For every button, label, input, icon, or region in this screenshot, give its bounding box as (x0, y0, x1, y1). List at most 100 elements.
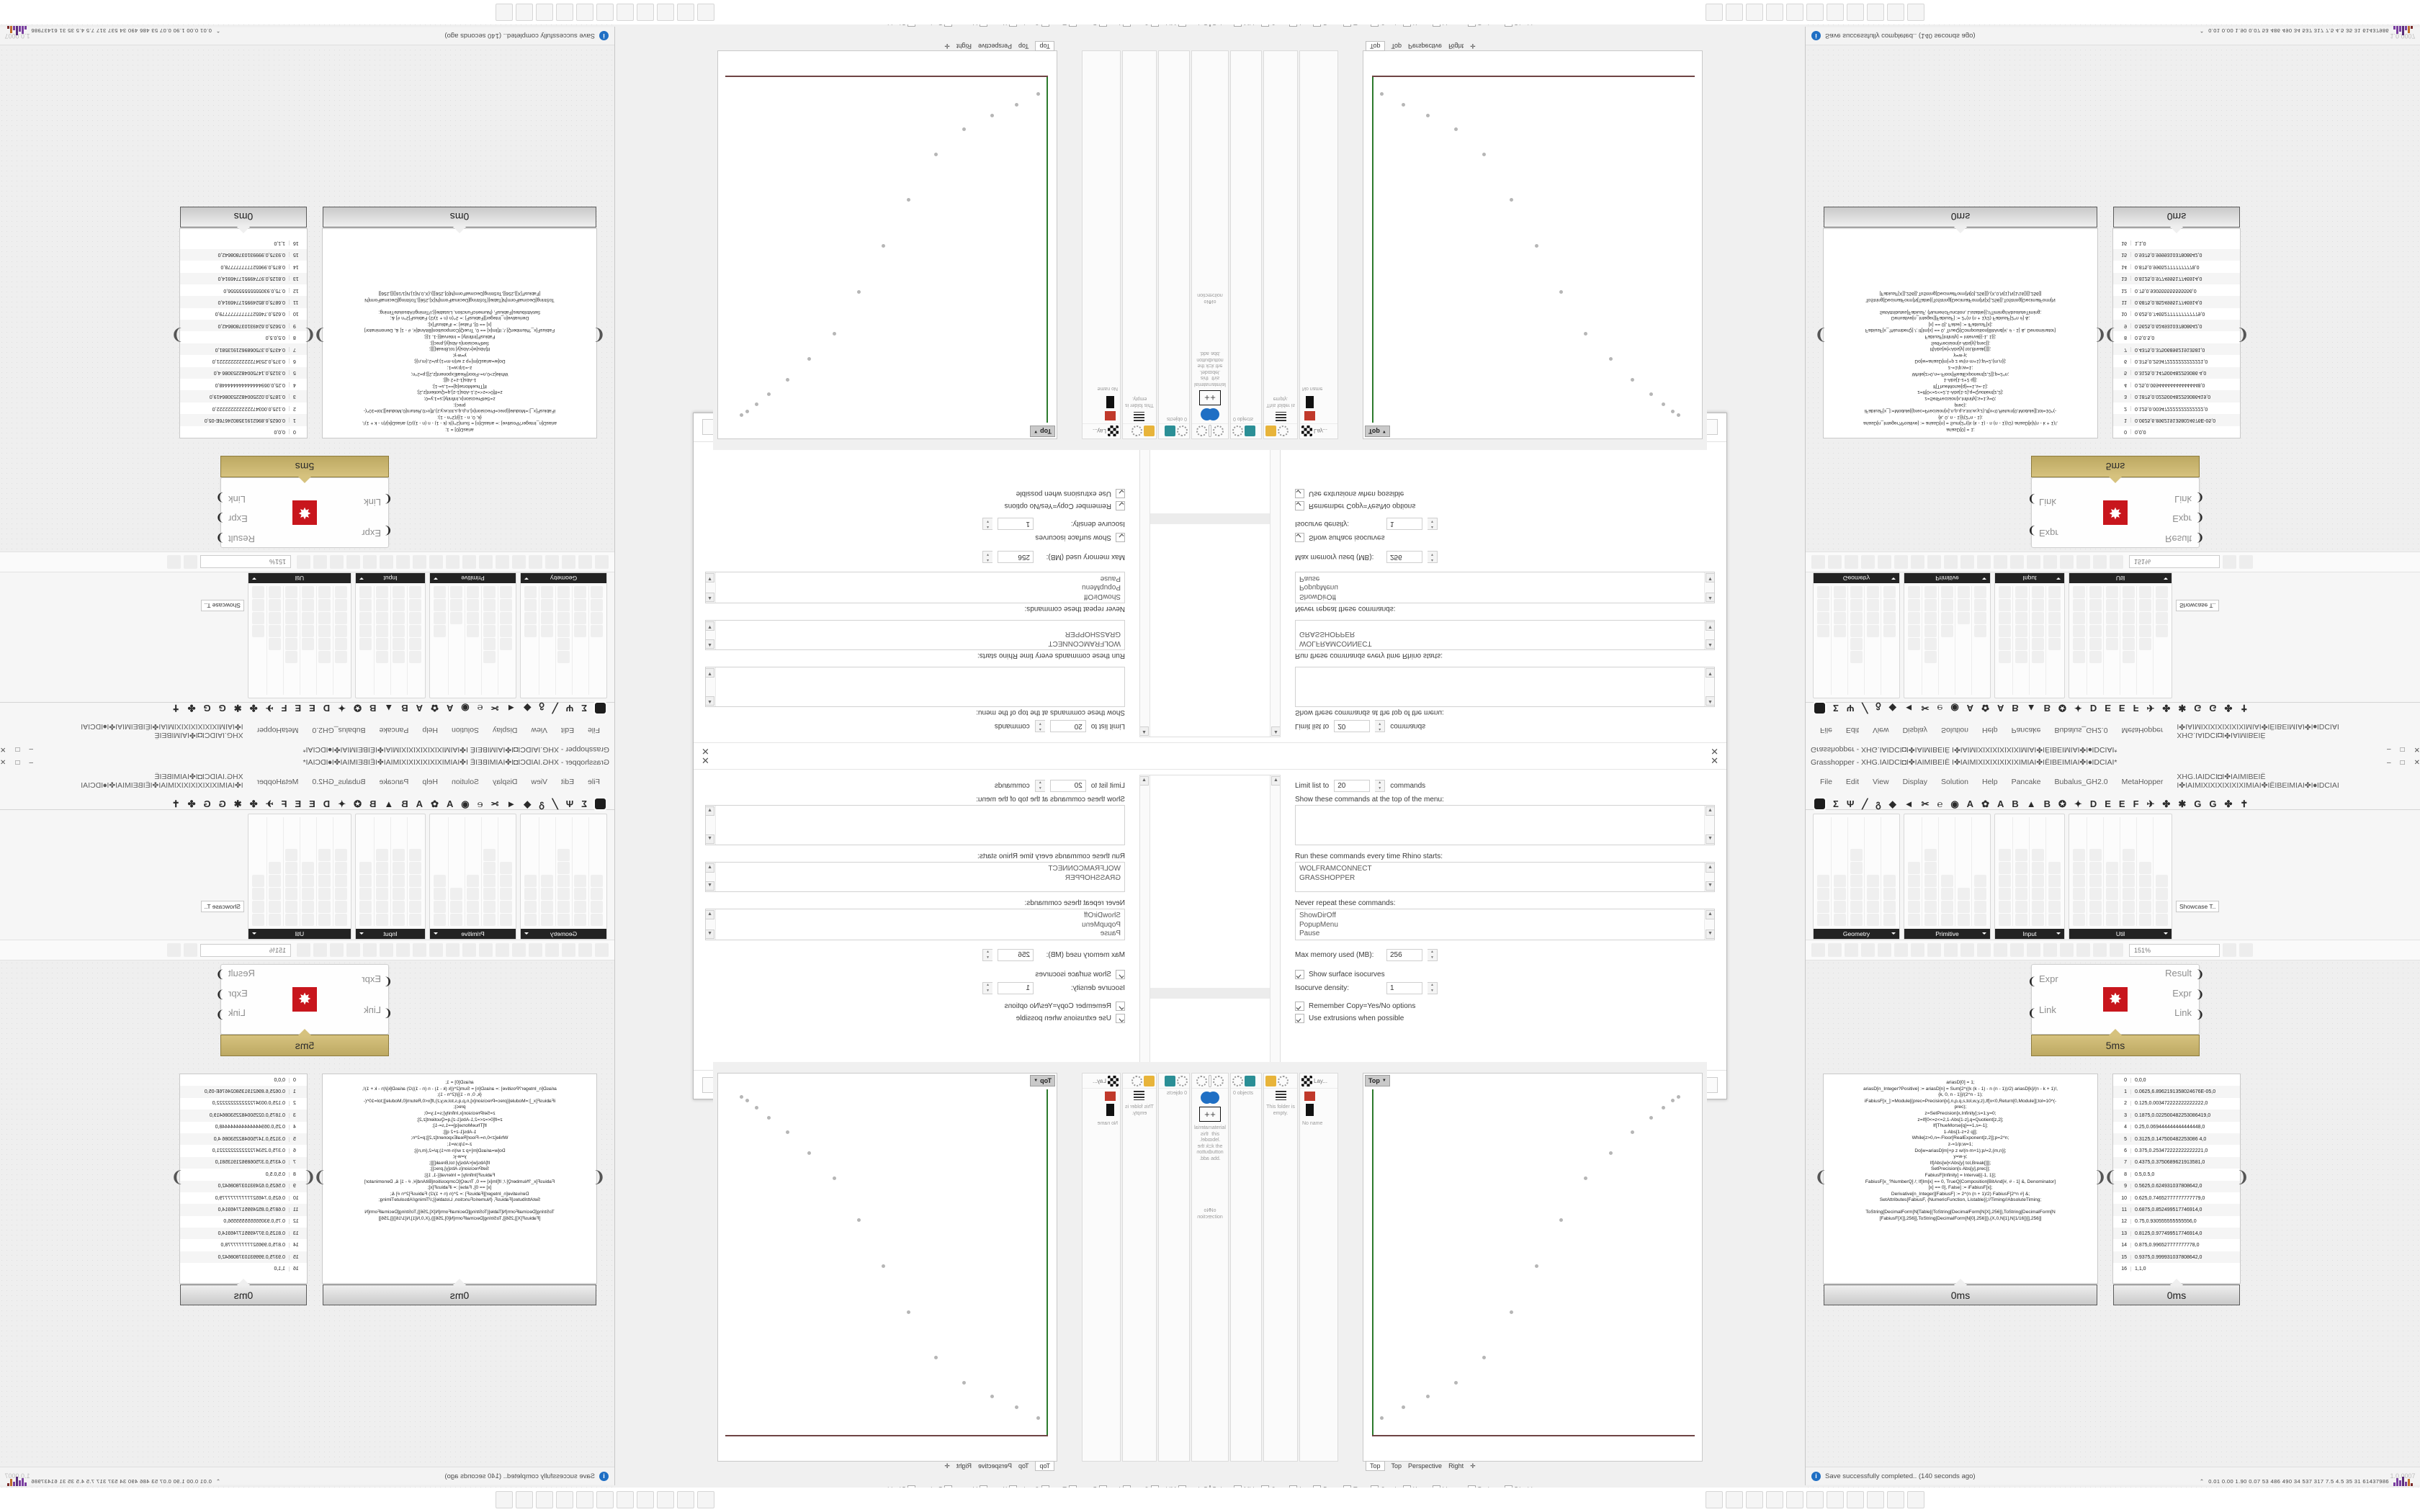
panel-layers-list[interactable]: Lay... No name (1299, 1073, 1338, 1462)
component-icon[interactable] (450, 888, 462, 900)
windows-taskbar[interactable] (0, 0, 1210, 24)
ribbon-group-name[interactable]: Util (2069, 573, 2172, 583)
gh-tab[interactable]: ◉ (461, 798, 470, 809)
options-tree-node[interactable]: Web Browser (1142, 899, 1210, 910)
gh-tab[interactable]: E (309, 798, 315, 809)
component-icon[interactable] (1883, 599, 1896, 611)
options-tree-node[interactable]: Aliases (1210, 943, 1278, 954)
component-icon[interactable] (318, 875, 331, 887)
scroll-down-icon[interactable]: ▼ (705, 621, 714, 631)
gh-tab[interactable]: ✪ (354, 703, 362, 714)
gh-tab[interactable]: ℮ (477, 798, 483, 809)
gh-tab[interactable]: ✂ (1921, 798, 1930, 809)
component-icon[interactable] (1883, 914, 1896, 926)
toolbar-icon[interactable] (1828, 555, 1842, 569)
rhino-icon[interactable] (657, 1491, 674, 1508)
use-extrusions-checkbox[interactable]: Use extrusions when possible (705, 489, 1125, 498)
component-icon[interactable] (500, 875, 512, 887)
component-icon[interactable] (1999, 862, 2011, 874)
component-icon[interactable] (1999, 651, 2011, 663)
options-tree-node[interactable]: Licenses (1142, 469, 1210, 480)
terminal-icon[interactable] (1887, 1491, 1904, 1508)
gh-tab[interactable]: B (2043, 703, 2051, 714)
limit-list-input[interactable]: 20 (1049, 780, 1086, 792)
component-icon[interactable] (1999, 612, 2011, 624)
options-tree-node[interactable]: Cycles (1142, 966, 1210, 976)
gh-tab[interactable]: Ψ (565, 798, 574, 809)
gh-menu-help[interactable]: Help (422, 726, 439, 735)
never-repeat-list[interactable]: ShowDirOff PopupMenu Pause ▲ ▼ (705, 572, 1125, 603)
max-memory-input[interactable]: 256 (1386, 551, 1422, 563)
window-buttons[interactable]: – □ ✕ (2387, 745, 2420, 753)
toolbar-icon[interactable] (1845, 555, 1858, 569)
component-icon[interactable] (1867, 901, 1879, 913)
viewport-tab-top-active[interactable]: Top (1366, 41, 1385, 51)
windows-taskbar[interactable] (1210, 0, 2420, 24)
gh-tab[interactable]: E (309, 703, 315, 714)
component-icon[interactable] (1924, 625, 1937, 637)
options-tree-node[interactable]: Render (1142, 624, 1210, 634)
gh-tab[interactable]: ╱ (552, 703, 558, 714)
component-icon[interactable] (591, 612, 603, 624)
component-icon[interactable] (409, 612, 421, 624)
scroll-up-icon[interactable]: ▲ (1271, 776, 1280, 786)
list-icon[interactable] (1134, 1091, 1145, 1100)
component-icon[interactable] (1958, 888, 1970, 900)
gh-menu-solution[interactable]: Solution (452, 726, 479, 735)
output-grip-link[interactable]: ❩ (2195, 491, 2205, 503)
ribbon-group-name[interactable]: Primitive (1904, 573, 1990, 583)
gh-tab[interactable]: F (281, 703, 287, 714)
component-icon[interactable] (591, 599, 603, 611)
show-top-scrollbar[interactable]: ▲ ▼ (1704, 806, 1715, 845)
output-grip-link[interactable]: ❩ (215, 1009, 225, 1021)
paint-icon[interactable] (1105, 1092, 1116, 1101)
component-icon[interactable] (1999, 599, 2011, 611)
floppy-icon[interactable] (1847, 4, 1864, 21)
component-icon[interactable] (359, 599, 372, 611)
gh-tab[interactable]: ✈ (2146, 703, 2155, 714)
gh-menu-solution[interactable]: Solution (1941, 777, 1968, 786)
zoom-level-input[interactable]: 151% (2129, 555, 2220, 569)
component-icon[interactable] (1850, 651, 1863, 663)
component-icon[interactable] (1850, 914, 1863, 926)
gh-tab[interactable]: E (2118, 798, 2125, 809)
toolbar-icon[interactable] (167, 943, 181, 957)
show-isocurves-checkbox[interactable]: Show surface isocurves (1295, 970, 1715, 979)
max-memory-input[interactable]: 256 (1386, 949, 1422, 961)
input-grip-link[interactable]: ❨ (383, 492, 393, 505)
component-icon[interactable] (1850, 875, 1863, 887)
grasshopper-menubar[interactable]: File Edit View Display Solution Help Pan… (1806, 771, 2420, 793)
ribbon-group-name[interactable]: Geometry (521, 573, 606, 583)
gh-tab[interactable]: Σ (581, 798, 587, 809)
options-tree-node[interactable]: Files (1142, 524, 1210, 535)
limit-list-stepper[interactable]: ▲ ▼ (1034, 720, 1045, 732)
gear-icon[interactable] (1196, 1075, 1207, 1086)
tree-scrollbar[interactable]: ▲ ▼ (1270, 775, 1280, 1072)
component-icon[interactable] (376, 888, 388, 900)
gh-menu-display[interactable]: Display (492, 777, 518, 786)
component-icon[interactable] (1974, 875, 1986, 887)
component-icon[interactable] (2123, 888, 2135, 900)
gh-tab[interactable]: D (323, 798, 331, 809)
gh-tab[interactable]: B (2043, 798, 2051, 809)
viewport-title-tab[interactable]: Top ▼ (1030, 1075, 1055, 1086)
options-tree-node[interactable]: Modeling Aids (1142, 1043, 1210, 1053)
component-icon[interactable] (2015, 862, 2027, 874)
component-icon[interactable] (1908, 612, 1920, 624)
floppy-icon[interactable] (556, 4, 573, 21)
component-icon[interactable] (2073, 586, 2085, 598)
component-icon[interactable] (1958, 914, 1970, 926)
component-icon[interactable] (376, 625, 388, 637)
component-icon[interactable] (335, 625, 347, 637)
component-icon[interactable] (2048, 862, 2061, 874)
component-icon[interactable] (1834, 888, 1846, 900)
gh-tab[interactable]: A (416, 798, 424, 809)
component-icon[interactable] (409, 625, 421, 637)
component-icon[interactable] (393, 651, 405, 663)
component-icon[interactable] (2073, 914, 2085, 926)
component-icon[interactable] (2015, 849, 2027, 861)
add-viewport-icon[interactable]: ✛ (1470, 42, 1476, 50)
component-icon[interactable] (2139, 586, 2151, 598)
component-icon[interactable] (393, 901, 405, 913)
component-icon[interactable] (269, 612, 281, 624)
